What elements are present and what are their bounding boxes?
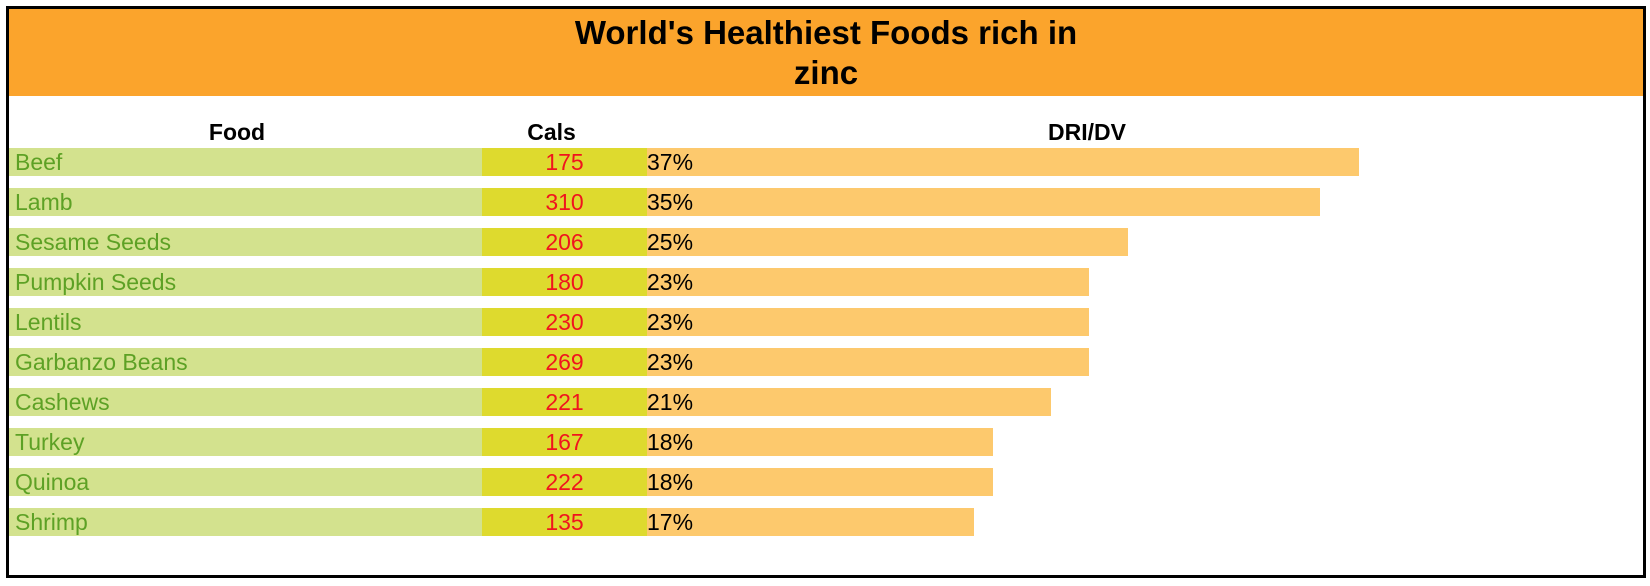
dri-dv-label: 17%	[647, 509, 694, 535]
dri-dv-bar	[647, 148, 1359, 176]
dri-dv-bar	[647, 468, 993, 496]
dri-dv-label: 23%	[647, 349, 694, 375]
chart-title-line-2: zinc	[793, 53, 859, 91]
dri-dv-bar	[647, 188, 1320, 216]
calories-value: 180	[482, 268, 647, 296]
dri-dv-label: 25%	[647, 229, 694, 255]
dri-dv-bar	[647, 228, 1128, 256]
table-row: Shrimp 135 17%	[9, 508, 1643, 536]
table-row: Lamb 310 35%	[9, 188, 1643, 216]
calories-value: 175	[482, 148, 647, 176]
table-row: Turkey 167 18%	[9, 428, 1643, 456]
chart-title-line-1: World's Healthiest Foods rich in	[574, 13, 1078, 51]
dri-dv-bar	[647, 388, 1051, 416]
dri-dv-label: 37%	[647, 149, 694, 175]
dri-dv-bar	[647, 508, 974, 536]
dri-dv-label: 23%	[647, 309, 694, 335]
dri-dv-bar	[647, 428, 993, 456]
dri-dv-label: 21%	[647, 389, 694, 415]
dri-dv-bar	[647, 268, 1089, 296]
food-name: Shrimp	[9, 508, 482, 536]
food-name: Cashews	[9, 388, 482, 416]
dri-dv-bar	[647, 308, 1089, 336]
column-header-cals: Cals	[527, 119, 576, 145]
table-row: Sesame Seeds 206 25%	[9, 228, 1643, 256]
calories-value: 167	[482, 428, 647, 456]
chart-frame: World's Healthiest Foods rich in zinc Fo…	[6, 6, 1646, 578]
dri-dv-label: 18%	[647, 429, 694, 455]
food-name: Lentils	[9, 308, 482, 336]
calories-value: 221	[482, 388, 647, 416]
calories-value: 269	[482, 348, 647, 376]
chart-title: World's Healthiest Foods rich in zinc	[9, 9, 1643, 96]
table-row: Garbanzo Beans 269 23%	[9, 348, 1643, 376]
food-name: Sesame Seeds	[9, 228, 482, 256]
food-name: Lamb	[9, 188, 482, 216]
dri-dv-label: 18%	[647, 469, 694, 495]
table-row: Pumpkin Seeds 180 23%	[9, 268, 1643, 296]
calories-value: 310	[482, 188, 647, 216]
table-row: Cashews 221 21%	[9, 388, 1643, 416]
dri-dv-bar	[647, 348, 1089, 376]
table-row: Quinoa 222 18%	[9, 468, 1643, 496]
table-row: Beef 175 37%	[9, 148, 1643, 176]
dri-dv-label: 23%	[647, 269, 694, 295]
table-row: Lentils 230 23%	[9, 308, 1643, 336]
column-header-dri-dv: DRI/DV	[1048, 119, 1126, 145]
calories-value: 135	[482, 508, 647, 536]
food-name: Quinoa	[9, 468, 482, 496]
calories-value: 230	[482, 308, 647, 336]
calories-value: 222	[482, 468, 647, 496]
food-name: Garbanzo Beans	[9, 348, 482, 376]
food-name: Turkey	[9, 428, 482, 456]
dri-dv-label: 35%	[647, 189, 694, 215]
food-name: Pumpkin Seeds	[9, 268, 482, 296]
column-header-food: Food	[208, 119, 266, 145]
calories-value: 206	[482, 228, 647, 256]
food-name: Beef	[9, 148, 482, 176]
